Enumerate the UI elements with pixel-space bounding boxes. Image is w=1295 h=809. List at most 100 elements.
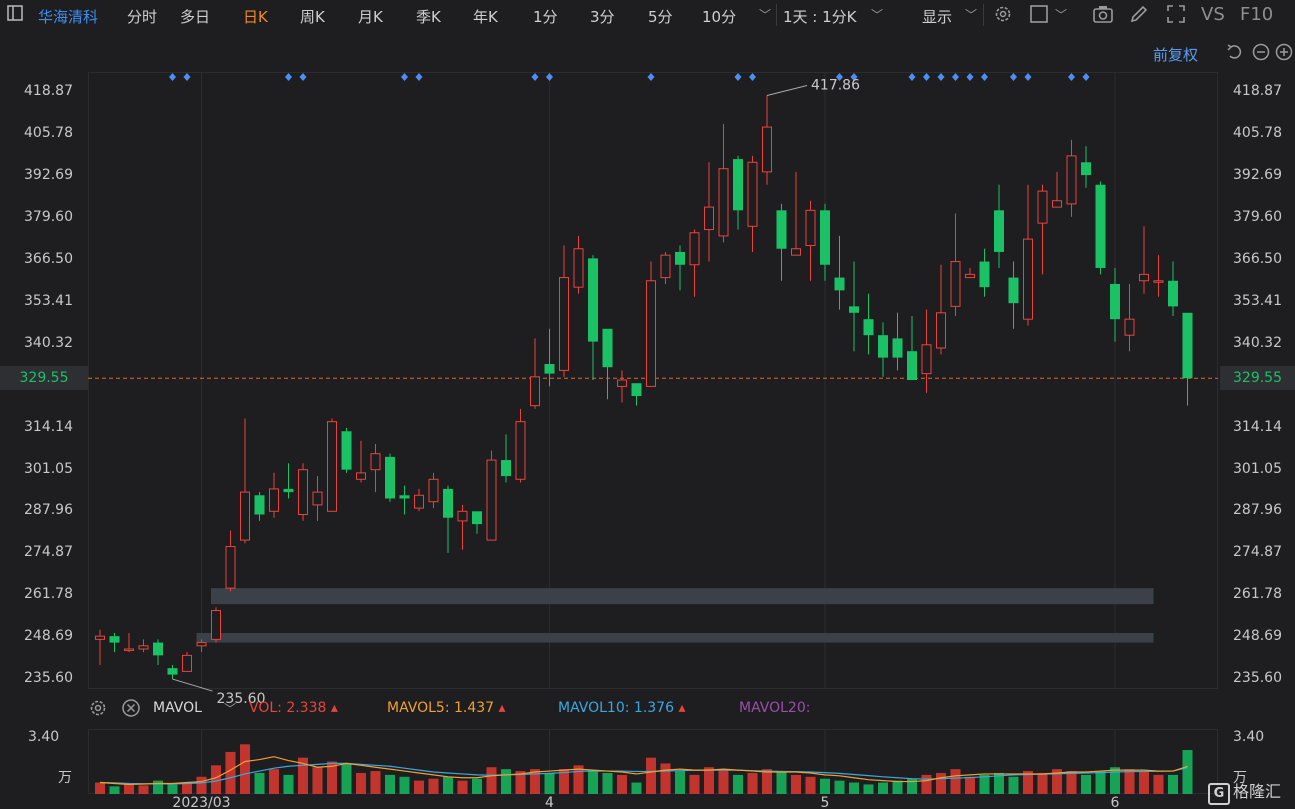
price-tick-label: 353.41 bbox=[24, 292, 73, 309]
volume-bar bbox=[863, 784, 874, 794]
volume-bar bbox=[95, 782, 105, 794]
price-tick-label: 392.69 bbox=[1233, 167, 1282, 184]
event-marker bbox=[401, 73, 408, 81]
price-tick-label: 366.50 bbox=[24, 250, 73, 267]
candle-up bbox=[211, 610, 221, 640]
tab-3min[interactable]: 3分 bbox=[590, 8, 615, 26]
undo-icon[interactable] bbox=[1224, 42, 1246, 64]
candle-down bbox=[472, 511, 482, 525]
indicator-name[interactable]: MAVOL bbox=[153, 700, 202, 716]
fullscreen-icon[interactable] bbox=[1165, 4, 1187, 26]
volume-bar bbox=[689, 774, 700, 794]
square-icon[interactable] bbox=[1028, 4, 1050, 26]
candle-down bbox=[544, 364, 555, 374]
x-axis-label: 4 bbox=[545, 795, 554, 809]
volume-bar bbox=[153, 780, 163, 794]
volume-bar bbox=[341, 763, 352, 794]
top-toolbar: 华海清科 分时 多日 日K 周K 月K 季K 年K 1分 3分 5分 10分 ﹀… bbox=[0, 0, 1295, 32]
candle-down bbox=[994, 210, 1004, 252]
chevron-down-icon[interactable]: ﹀ bbox=[964, 8, 977, 22]
volume-bar bbox=[834, 780, 845, 794]
candle-up bbox=[428, 478, 439, 503]
current-price-tag-right: 329.55 bbox=[1220, 366, 1295, 391]
candle-up bbox=[138, 645, 149, 650]
tab-5min[interactable]: 5分 bbox=[648, 8, 673, 26]
zoom-in-icon[interactable] bbox=[1273, 42, 1295, 64]
sidebar-toggle-icon[interactable] bbox=[4, 4, 26, 26]
volume-bar bbox=[849, 782, 859, 794]
tab-1min[interactable]: 1分 bbox=[533, 8, 558, 26]
tab-week-k[interactable]: 周K bbox=[300, 8, 325, 26]
candle-up bbox=[414, 494, 424, 509]
volume-bar bbox=[820, 778, 830, 794]
volume-bar bbox=[1023, 771, 1033, 794]
high-price-label: 417.86 bbox=[811, 78, 860, 94]
candle-down bbox=[602, 328, 613, 368]
camera-icon[interactable] bbox=[1092, 4, 1114, 26]
candle-up bbox=[573, 248, 584, 288]
volume-bar bbox=[196, 776, 207, 794]
price-tick-label: 405.78 bbox=[1233, 125, 1282, 142]
candle-down bbox=[399, 495, 410, 499]
tab-month-k[interactable]: 月K bbox=[358, 8, 383, 26]
candle-up bbox=[182, 654, 192, 672]
candle-down bbox=[1081, 162, 1091, 176]
volume-bar bbox=[457, 780, 468, 794]
event-marker bbox=[1024, 73, 1032, 81]
vs-button[interactable]: VS bbox=[1201, 4, 1225, 25]
candle-up bbox=[457, 510, 468, 522]
candle-down bbox=[878, 335, 888, 358]
adjust-mode-label[interactable]: 前复权 bbox=[1153, 46, 1199, 64]
candle-down bbox=[167, 668, 178, 675]
volume-bar bbox=[646, 757, 656, 794]
volume-bar bbox=[718, 769, 729, 794]
volume-bar bbox=[370, 771, 381, 794]
event-marker bbox=[734, 73, 742, 81]
tab-season-k[interactable]: 季K bbox=[416, 8, 441, 26]
volume-bar bbox=[501, 769, 511, 794]
candle-up bbox=[660, 254, 671, 279]
volume-bar bbox=[327, 761, 337, 794]
volume-bar bbox=[486, 767, 497, 794]
event-marker bbox=[749, 73, 756, 81]
gear-icon[interactable] bbox=[87, 698, 109, 720]
volume-bar bbox=[124, 784, 134, 794]
multi-day-select[interactable]: 1天 : 1分K bbox=[783, 8, 857, 26]
tab-fenshi[interactable]: 分时 bbox=[127, 8, 158, 26]
candle-up bbox=[704, 206, 714, 231]
candle-up bbox=[921, 344, 932, 375]
low-leader-line bbox=[172, 678, 213, 692]
chevron-down-icon[interactable]: ﹀ bbox=[223, 702, 236, 716]
close-icon[interactable] bbox=[120, 698, 142, 720]
volume-bar bbox=[733, 774, 743, 794]
chevron-down-icon[interactable]: ﹀ bbox=[758, 8, 771, 22]
zoom-out-icon[interactable] bbox=[1250, 42, 1272, 64]
volume-bar bbox=[1153, 774, 1164, 794]
volume-bar bbox=[399, 776, 410, 794]
tab-day-k[interactable]: 日K bbox=[243, 8, 268, 26]
event-marker bbox=[531, 73, 539, 81]
f10-button[interactable]: F10 bbox=[1240, 4, 1274, 25]
chevron-down-icon[interactable]: ﹀ bbox=[1054, 8, 1067, 22]
tab-year-k[interactable]: 年K bbox=[473, 8, 498, 26]
volume-bar bbox=[544, 772, 555, 794]
volume-bar bbox=[109, 786, 120, 794]
candle-up bbox=[1066, 155, 1077, 205]
stock-name[interactable]: 华海清科 bbox=[38, 8, 99, 26]
price-tick-label: 235.60 bbox=[1233, 670, 1282, 687]
tab-10min[interactable]: 10分 bbox=[702, 8, 737, 26]
volume-bar bbox=[936, 772, 946, 794]
volume-bar bbox=[312, 767, 323, 794]
display-menu[interactable]: 显示 bbox=[922, 8, 953, 26]
pencil-icon[interactable] bbox=[1128, 4, 1150, 26]
chevron-down-icon[interactable]: ﹀ bbox=[870, 8, 883, 22]
tab-duori[interactable]: 多日 bbox=[180, 8, 211, 26]
candle-up bbox=[805, 209, 816, 247]
price-tick-label: 405.78 bbox=[24, 125, 73, 142]
volume-bar bbox=[660, 763, 671, 794]
candle-down bbox=[631, 383, 642, 397]
price-tick-label: 274.87 bbox=[24, 544, 73, 561]
event-marker bbox=[1068, 73, 1075, 81]
gear-icon[interactable] bbox=[992, 4, 1014, 26]
